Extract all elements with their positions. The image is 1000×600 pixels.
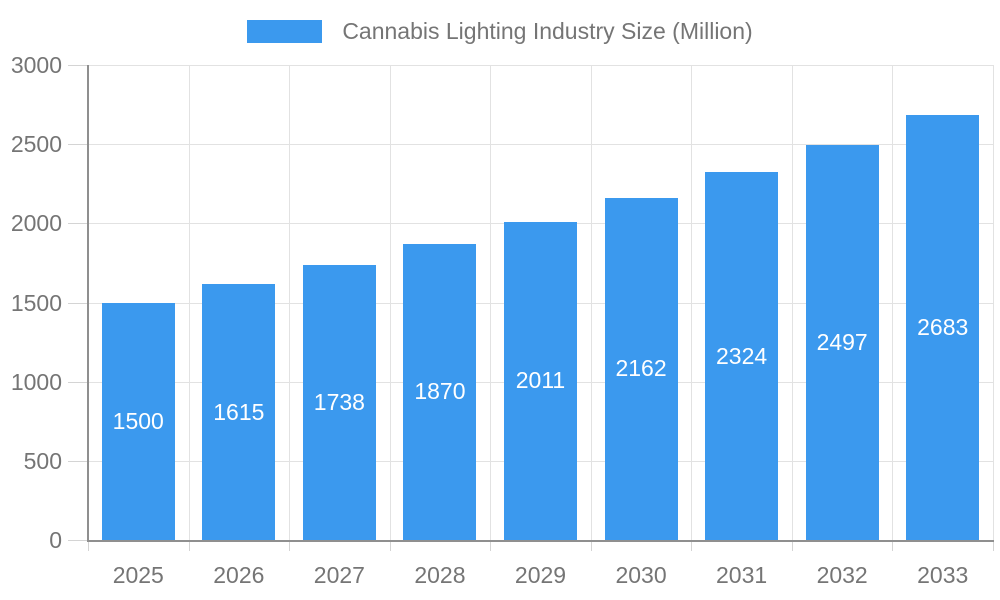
x-tick [490, 540, 492, 551]
v-gridline [691, 65, 693, 540]
x-tick [892, 540, 894, 551]
bar-value-label: 2497 [816, 328, 868, 355]
x-tick-label: 2032 [816, 562, 868, 588]
y-tick-label: 0 [49, 527, 62, 553]
bar: 1738 [302, 264, 376, 540]
x-tick [993, 540, 994, 551]
v-gridline [791, 65, 793, 540]
v-gridline [590, 65, 592, 540]
bar-value-label: 1615 [213, 398, 265, 425]
y-tick [68, 540, 88, 541]
y-tick [68, 223, 88, 225]
y-tick-label: 2000 [10, 210, 62, 237]
v-gridline [993, 65, 994, 540]
bar-value-label: 2011 [515, 367, 566, 394]
bar-value-label: 1738 [313, 388, 365, 415]
legend-swatch [247, 20, 323, 43]
x-axis-line [87, 540, 994, 542]
legend-label: Cannabis Lighting Industry Size (Million… [342, 18, 753, 44]
bar: 2324 [705, 172, 779, 540]
x-tick-label: 2028 [414, 562, 466, 588]
y-tick [68, 302, 88, 304]
bar: 1870 [403, 243, 477, 540]
x-tick [791, 540, 793, 551]
bar: 2162 [604, 197, 678, 540]
v-gridline [490, 65, 492, 540]
h-gridline [88, 65, 993, 66]
bar: 2497 [805, 144, 879, 540]
x-tick [88, 540, 89, 551]
bar: 1615 [202, 284, 276, 540]
x-tick [289, 540, 291, 551]
v-gridline [389, 65, 391, 540]
x-tick-label: 2025 [112, 562, 164, 588]
y-tick [68, 460, 88, 462]
bar: 2011 [504, 221, 577, 540]
y-tick-label: 2500 [10, 131, 62, 158]
x-tick [188, 540, 190, 551]
x-tick [590, 540, 592, 551]
y-tick-label: 1000 [10, 368, 62, 395]
x-tick [691, 540, 693, 551]
y-axis-line [87, 65, 89, 541]
y-tick-label: 3000 [10, 52, 62, 78]
x-tick-label: 2030 [615, 562, 667, 588]
bar-value-label: 1870 [414, 378, 466, 405]
x-tick-label: 2031 [716, 562, 768, 588]
v-gridline [892, 65, 894, 540]
bar-value-label: 1500 [112, 407, 164, 434]
bar-value-label: 2683 [917, 314, 969, 341]
x-tick [389, 540, 391, 551]
y-tick-label: 500 [23, 447, 62, 474]
bar-value-label: 2162 [615, 355, 667, 382]
y-tick [68, 65, 88, 66]
bar: 2683 [906, 115, 980, 540]
v-gridline [188, 65, 190, 540]
x-tick-label: 2033 [917, 562, 969, 588]
bar: 1500 [101, 302, 175, 540]
x-tick-label: 2026 [213, 562, 265, 588]
h-gridline [88, 144, 993, 146]
y-tick [68, 381, 88, 383]
x-tick-label: 2027 [313, 562, 365, 588]
y-tick [68, 144, 88, 146]
bar-value-label: 2324 [716, 342, 768, 369]
legend: Cannabis Lighting Industry Size (Million… [0, 18, 1000, 45]
x-tick-label: 2029 [514, 562, 567, 588]
v-gridline [289, 65, 291, 540]
y-tick-label: 1500 [10, 289, 62, 316]
